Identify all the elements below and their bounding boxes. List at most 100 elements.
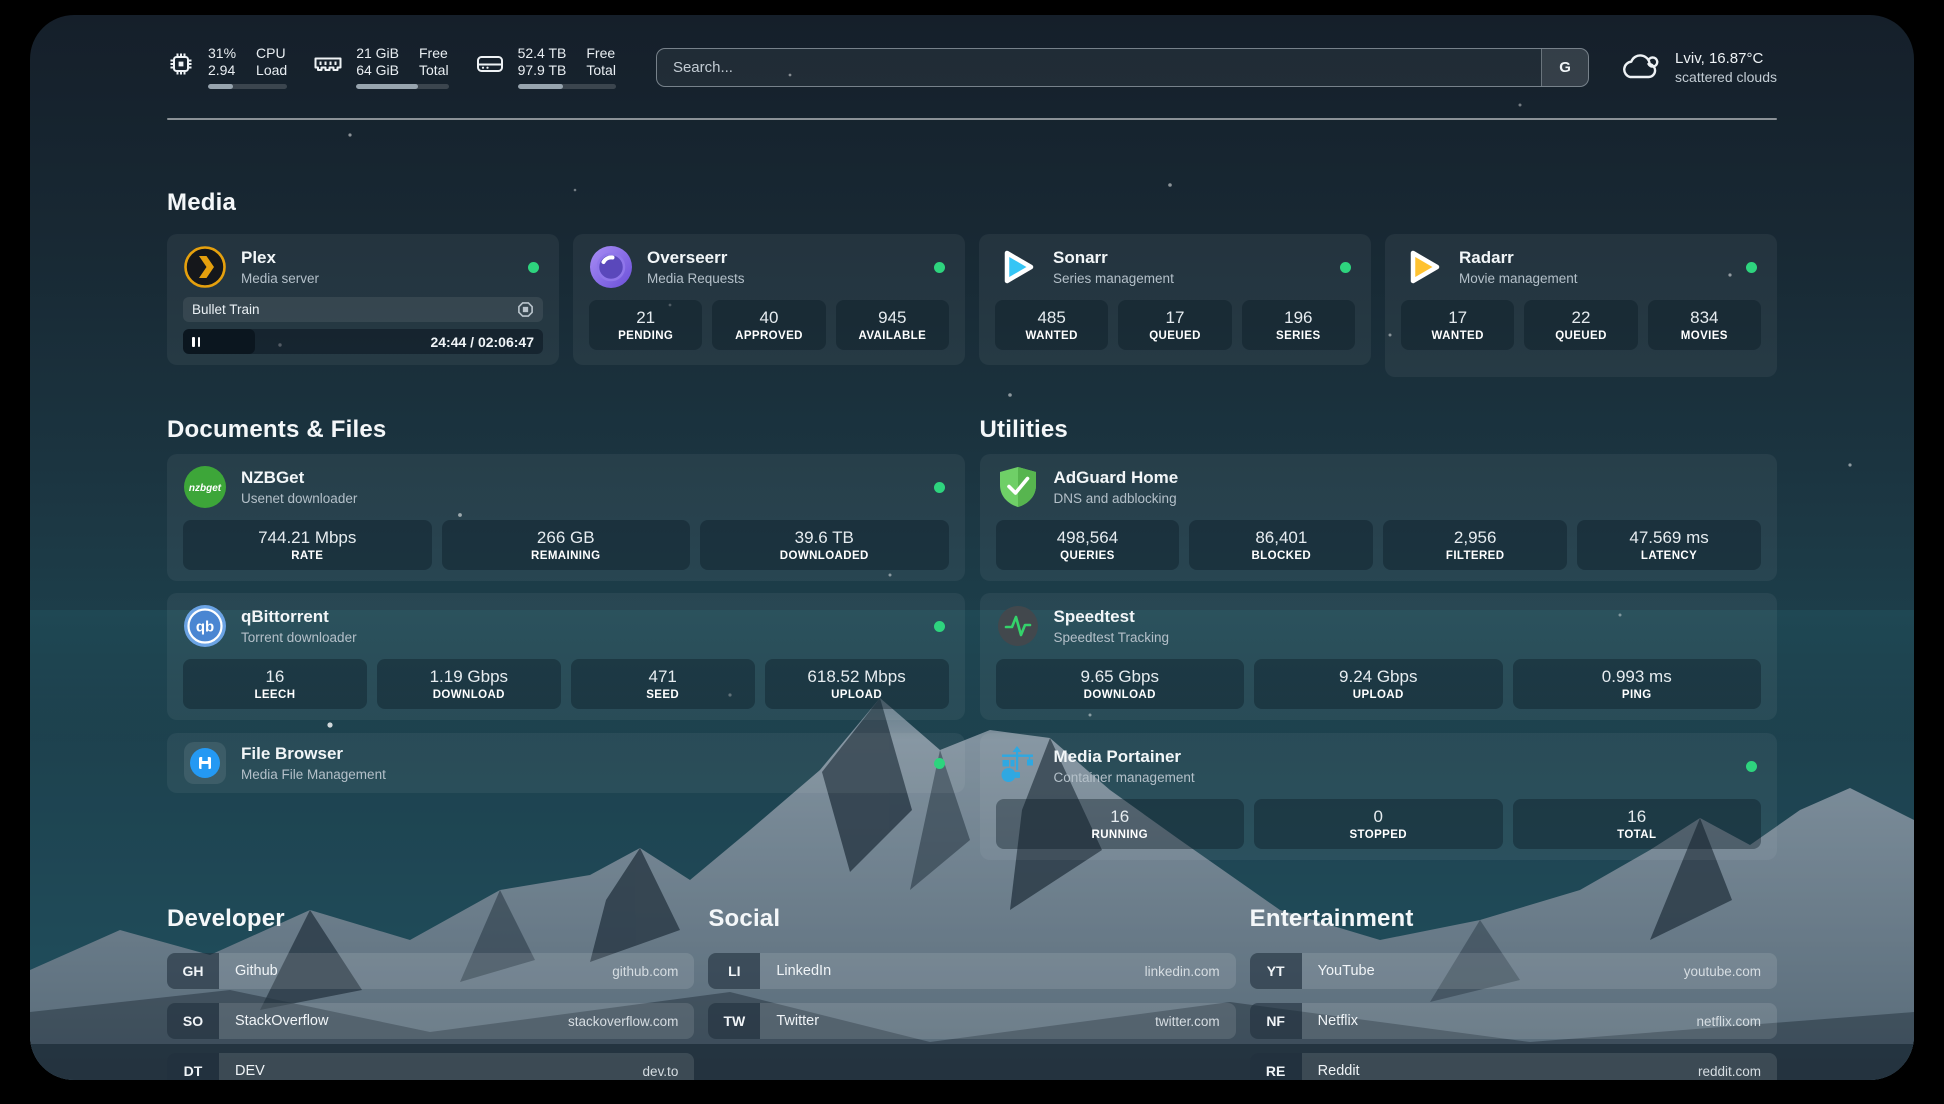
stat-label: STOPPED (1349, 829, 1408, 841)
disk-free-label: Free (586, 45, 616, 61)
stat-value: 471 (648, 667, 677, 686)
section-title-developer: Developer (167, 905, 285, 932)
stat-label: FILTERED (1445, 550, 1505, 562)
stat-block: 266 GB REMAINING (441, 520, 690, 570)
cpu-widget: 31% CPU 2.94 Load (167, 45, 288, 89)
nzbget-card[interactable]: nzbget NZBGet Usenet downloader 744.21 M… (167, 454, 965, 581)
memory-icon (313, 50, 343, 89)
plex-progress-fill (183, 329, 255, 354)
bookmark-stackoverflow[interactable]: SO StackOverflow stackoverflow.com (167, 1003, 695, 1039)
bookmark-twitter[interactable]: TW Twitter twitter.com (708, 1003, 1236, 1039)
plex-now-playing-title: Bullet Train (192, 302, 260, 317)
stat-label: REMAINING (531, 550, 601, 562)
bookmark-dev[interactable]: DT DEV dev.to (167, 1053, 695, 1080)
memory-progress-fill (356, 84, 419, 89)
bookmark-abbr: TW (708, 1003, 761, 1039)
section-title-documents: Documents & Files (167, 416, 387, 443)
bookmark-url: linkedin.com (1144, 963, 1220, 979)
service-subtitle: Speedtest Tracking (1053, 630, 1170, 645)
sonarr-icon (995, 245, 1039, 289)
bookmark-name: StackOverflow (235, 1013, 329, 1029)
portainer-card[interactable]: Media Portainer Container management 16 … (979, 733, 1777, 860)
stat-block: 17 WANTED (1401, 300, 1515, 350)
adguard-card[interactable]: AdGuard Home DNS and adblocking 498,564 … (979, 454, 1777, 581)
sonarr-card[interactable]: Sonarr Series management 485 WANTED 17 Q… (979, 234, 1371, 365)
filebrowser-card[interactable]: File Browser Media File Management (167, 733, 965, 793)
plex-time: 24:44 / 02:06:47 (430, 333, 534, 350)
stat-label: DOWNLOAD (432, 689, 505, 701)
weather-widget: Lviv, 16.87°C scattered clouds (1619, 49, 1777, 86)
stat-block: 2,956 FILTERED (1383, 520, 1568, 570)
section-documents: Documents & Files nzbget NZBGet Usenet d (167, 416, 965, 860)
overseerr-card[interactable]: Overseerr Media Requests 21 PENDING 40 A… (573, 234, 965, 365)
memory-free-value: 21 GiB (356, 45, 399, 61)
stat-label: UPLOAD (831, 689, 883, 701)
stat-block: 16 TOTAL (1512, 799, 1761, 849)
bookmark-url: reddit.com (1697, 1063, 1761, 1079)
status-dot (1340, 261, 1351, 273)
header-divider (167, 118, 1777, 120)
adguard-icon (996, 465, 1040, 509)
speedtest-icon (996, 604, 1040, 648)
service-name: Speedtest (1053, 607, 1135, 626)
bookmark-url: stackoverflow.com (568, 1013, 679, 1029)
stat-block: 22 QUEUED (1524, 300, 1638, 350)
plex-now-playing-row: Bullet Train (183, 297, 543, 322)
stat-label: SERIES (1276, 330, 1321, 342)
bookmark-reddit[interactable]: RE Reddit reddit.com (1249, 1053, 1777, 1080)
status-dot (933, 481, 945, 493)
bookmark-github[interactable]: GH Github github.com (167, 953, 695, 989)
stat-label: WANTED (1431, 330, 1484, 342)
plex-icon (183, 245, 227, 289)
stat-block: 9.24 Gbps UPLOAD (1254, 659, 1503, 709)
bookmark-name: Twitter (776, 1013, 820, 1029)
stat-value: 86,401 (1255, 528, 1308, 547)
speedtest-card[interactable]: Speedtest Speedtest Tracking 9.65 Gbps D… (979, 593, 1777, 720)
bookmark-name: DEV (235, 1063, 265, 1079)
stat-value: 39.6 TB (794, 528, 854, 547)
stat-block: 9.65 Gbps DOWNLOAD (995, 659, 1244, 709)
portainer-icon (996, 744, 1040, 788)
qbittorrent-card[interactable]: qb qBittorrent Torrent downloader 16 LEE… (167, 593, 965, 720)
stat-block: 17 QUEUED (1118, 300, 1232, 350)
stat-label: SEED (646, 689, 680, 701)
stat-label: RUNNING (1091, 829, 1148, 841)
bookmark-abbr: NF (1249, 1003, 1302, 1039)
radarr-card[interactable]: Radarr Movie management 17 WANTED 22 QUE… (1385, 234, 1777, 377)
pause-icon[interactable] (192, 336, 201, 347)
service-subtitle: Media Requests (647, 271, 745, 286)
stat-block: 744.21 Mbps RATE (183, 520, 432, 570)
plex-card[interactable]: Plex Media server Bullet Train (167, 234, 559, 365)
bookmark-abbr: GH (167, 953, 219, 989)
stat-label: PENDING (618, 330, 674, 342)
service-subtitle: Usenet downloader (241, 491, 358, 506)
bookmark-abbr: RE (1249, 1053, 1302, 1080)
service-name: File Browser (241, 744, 344, 763)
bookmark-linkedin[interactable]: LI LinkedIn linkedin.com (708, 953, 1236, 989)
section-media: Media Plex Media server (167, 189, 1777, 377)
overseerr-icon (589, 245, 633, 289)
cpu-load-label: Load (256, 61, 288, 78)
top-bar: 31% CPU 2.94 Load 21 GiB (167, 41, 1777, 93)
stat-block: 40 APPROVED (712, 300, 826, 350)
search-bar: G (655, 47, 1590, 87)
bookmark-url: youtube.com (1683, 963, 1761, 979)
section-title-social: Social (708, 905, 781, 932)
section-title-entertainment: Entertainment (1249, 905, 1414, 932)
plex-progress-row: 24:44 / 02:06:47 (183, 329, 543, 354)
stat-label: APPROVED (735, 330, 803, 342)
bookmark-youtube[interactable]: YT YouTube youtube.com (1249, 953, 1777, 989)
bookmark-netflix[interactable]: NF Netflix netflix.com (1249, 1003, 1777, 1039)
search-input[interactable] (656, 48, 1542, 86)
stop-icon[interactable] (517, 301, 534, 318)
bookmark-abbr: YT (1249, 953, 1302, 989)
stat-label: RATE (291, 550, 324, 562)
service-name: Media Portainer (1053, 747, 1182, 766)
section-developer: Developer GH Github github.com SO StackO… (167, 905, 695, 1080)
search-provider-button[interactable]: G (1541, 48, 1589, 86)
stat-block: 618.52 Mbps UPLOAD (764, 659, 949, 709)
section-entertainment: Entertainment YT YouTube youtube.com NF … (1249, 905, 1777, 1080)
bookmark-name: YouTube (1317, 963, 1375, 979)
weather-location-temp: Lviv, 16.87°C (1675, 49, 1764, 67)
